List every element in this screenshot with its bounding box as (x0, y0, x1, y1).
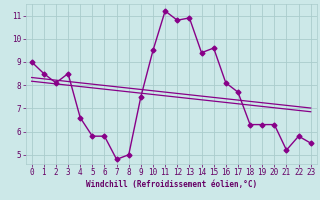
X-axis label: Windchill (Refroidissement éolien,°C): Windchill (Refroidissement éolien,°C) (86, 180, 257, 189)
